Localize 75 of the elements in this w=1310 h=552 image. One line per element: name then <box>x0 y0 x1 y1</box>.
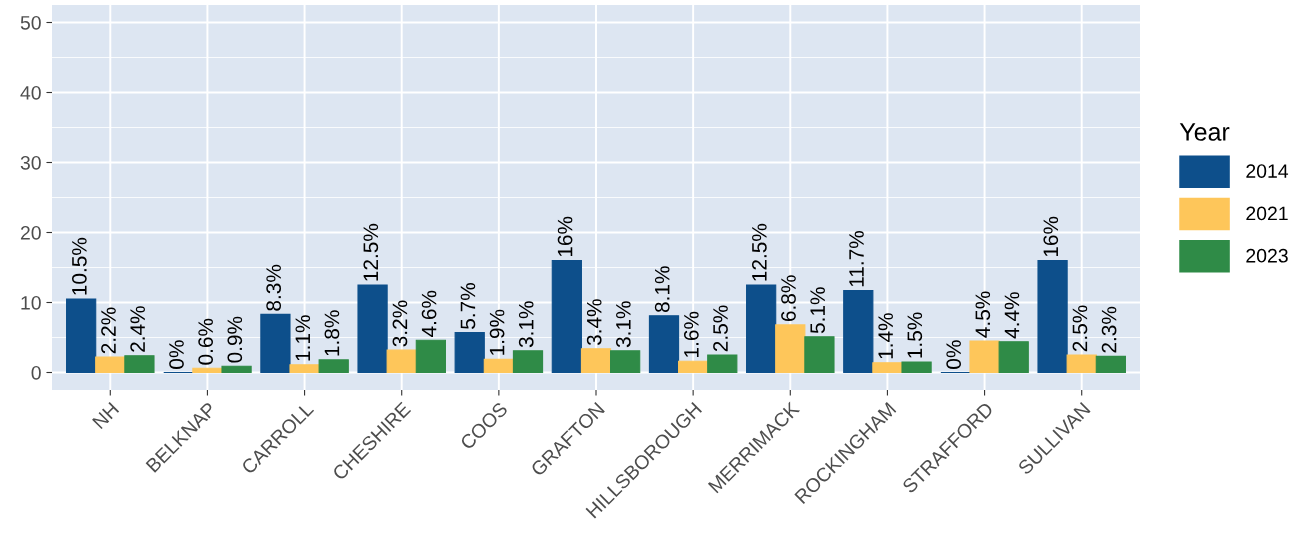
bar <box>318 359 349 374</box>
bar <box>357 284 388 374</box>
x-tick-label: NH <box>92 402 120 430</box>
data-label: 2.4% <box>130 306 145 352</box>
bar <box>872 362 903 374</box>
bar <box>1066 354 1097 374</box>
bar <box>124 355 155 374</box>
legend-label: 2023 <box>1246 248 1288 263</box>
data-label: 3.4% <box>586 299 602 346</box>
bar <box>260 313 291 374</box>
bar <box>707 354 738 374</box>
data-label: 8.3% <box>266 264 282 311</box>
bar <box>678 360 709 374</box>
legend-label: 2014 <box>1246 164 1289 178</box>
data-label: 8.1% <box>654 266 670 313</box>
bar <box>551 259 582 374</box>
bar <box>386 349 417 374</box>
data-label: 3.1% <box>615 301 631 348</box>
bar <box>483 358 514 374</box>
y-tick-label: 40 <box>20 85 41 100</box>
bar <box>95 356 126 374</box>
data-label: 12.5% <box>363 223 379 281</box>
y-tick-label: 50 <box>20 15 41 30</box>
bar <box>66 298 97 374</box>
y-tick-label: 20 <box>20 225 41 240</box>
y-tick-label: 10 <box>21 295 41 310</box>
legend-title: Year <box>1179 123 1230 141</box>
data-label: 16% <box>1043 216 1059 257</box>
data-label: 12.5% <box>751 223 767 281</box>
bar <box>580 348 612 374</box>
data-label: 4.5% <box>975 291 991 338</box>
data-label: 1.1% <box>295 315 311 361</box>
bar <box>804 336 835 374</box>
bar <box>901 361 932 374</box>
data-label: 4.6% <box>421 290 437 338</box>
y-tick-label: 0 <box>31 365 41 380</box>
data-label: 1.4% <box>878 313 893 359</box>
data-label: 5.1% <box>810 287 826 334</box>
data-label: 6.8% <box>781 275 796 322</box>
bar <box>775 324 806 374</box>
bar <box>289 364 320 374</box>
bar <box>843 290 874 374</box>
data-label: 1.9% <box>489 309 505 355</box>
data-label: 1.8% <box>324 310 340 356</box>
bar <box>454 332 485 374</box>
data-label: 1.5% <box>907 312 923 358</box>
bar <box>1095 355 1126 374</box>
data-label: 0.9% <box>227 316 243 363</box>
bar <box>746 284 777 374</box>
legend-label: 2021 <box>1246 206 1288 221</box>
bar <box>998 341 1029 374</box>
data-label: 3.2% <box>392 300 408 347</box>
bar <box>512 350 544 374</box>
bar <box>1037 259 1068 374</box>
bar <box>221 365 252 374</box>
bar <box>969 340 1000 374</box>
data-label: 1.6% <box>683 311 699 357</box>
data-label: 10.5% <box>71 237 87 295</box>
bar <box>415 339 446 374</box>
data-label: 0% <box>169 340 184 369</box>
bar <box>648 315 680 374</box>
data-label: 2.5% <box>1072 305 1088 352</box>
data-label: 2.2% <box>101 307 116 354</box>
data-label: 0.6% <box>198 318 214 365</box>
data-label: 5.7% <box>460 283 476 329</box>
data-label: 3.1% <box>518 301 534 348</box>
data-label: 11.7% <box>849 231 864 287</box>
data-label: 2.3% <box>1101 306 1117 353</box>
data-label: 2.5% <box>713 305 728 352</box>
data-label: 4.4% <box>1004 292 1020 339</box>
bar <box>610 350 641 374</box>
bar <box>192 367 223 374</box>
data-label: 0% <box>946 340 962 369</box>
y-tick-label: 30 <box>20 155 41 170</box>
data-label: 16% <box>557 216 573 257</box>
